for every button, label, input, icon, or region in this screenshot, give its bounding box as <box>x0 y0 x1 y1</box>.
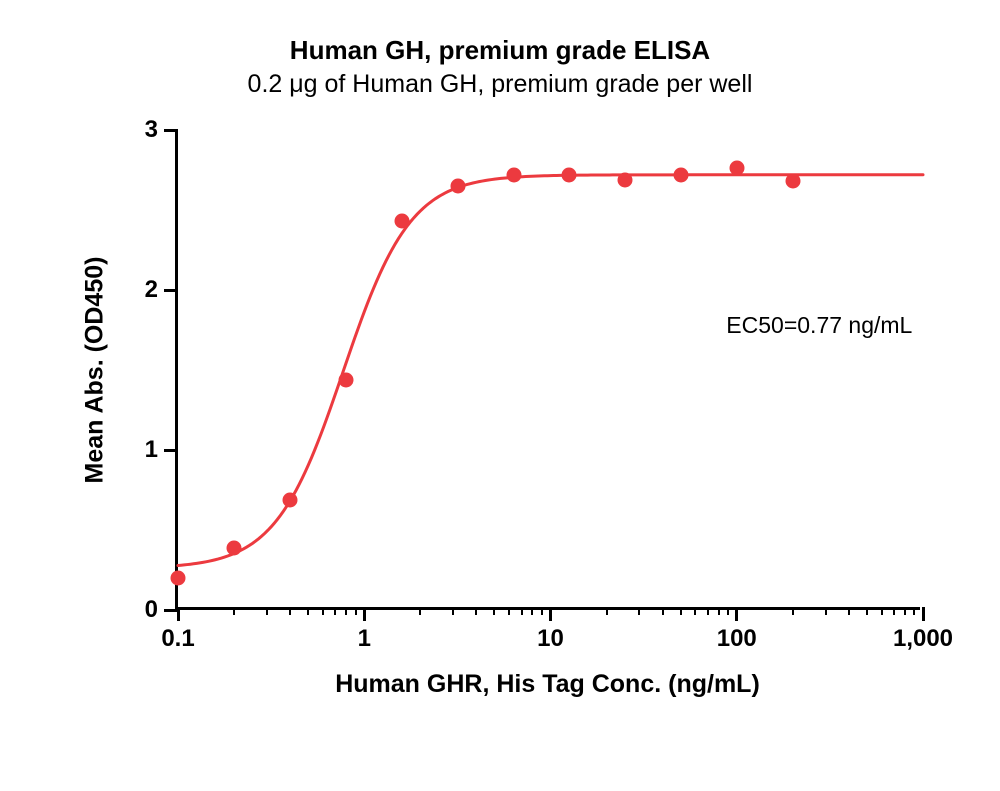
chart-title: Human GH, premium grade ELISA <box>0 35 1000 66</box>
x-minor-tick-mark <box>792 607 794 615</box>
x-minor-tick-mark <box>680 607 682 615</box>
x-minor-tick-mark <box>541 607 543 615</box>
data-point <box>729 161 744 176</box>
x-minor-tick-mark <box>493 607 495 615</box>
x-minor-tick-mark <box>266 607 268 615</box>
y-tick-label: 2 <box>145 276 178 304</box>
x-tick-label: 100 <box>717 607 757 653</box>
x-minor-tick-mark <box>638 607 640 615</box>
x-minor-tick-mark <box>452 607 454 615</box>
x-minor-tick-mark <box>307 607 309 615</box>
data-point <box>339 372 354 387</box>
x-minor-tick-mark <box>904 607 906 615</box>
data-point <box>171 571 186 586</box>
plot-area: 01230.11101001,000 <box>175 130 920 610</box>
ec50-annotation: EC50=0.77 ng/mL <box>726 312 912 339</box>
x-minor-tick-mark <box>419 607 421 615</box>
x-minor-tick-mark <box>289 607 291 615</box>
x-minor-tick-mark <box>355 607 357 615</box>
x-minor-tick-mark <box>718 607 720 615</box>
data-point <box>507 167 522 182</box>
x-axis-label: Human GHR, His Tag Conc. (ng/mL) <box>335 670 760 699</box>
x-minor-tick-mark <box>345 607 347 615</box>
x-minor-tick-mark <box>825 607 827 615</box>
x-minor-tick-mark <box>707 607 709 615</box>
y-tick-label: 3 <box>145 116 178 144</box>
data-point <box>617 172 632 187</box>
x-minor-tick-mark <box>322 607 324 615</box>
fit-curve <box>178 130 923 610</box>
data-point <box>283 492 298 507</box>
x-minor-tick-mark <box>508 607 510 615</box>
x-tick-label: 0.1 <box>161 607 194 653</box>
x-tick-label: 1 <box>358 607 371 653</box>
x-minor-tick-mark <box>694 607 696 615</box>
y-tick-label: 1 <box>145 436 178 464</box>
x-minor-tick-mark <box>866 607 868 615</box>
data-point <box>227 540 242 555</box>
data-point <box>451 179 466 194</box>
x-minor-tick-mark <box>475 607 477 615</box>
x-tick-label: 1,000 <box>893 607 953 653</box>
data-point <box>785 174 800 189</box>
x-minor-tick-mark <box>848 607 850 615</box>
data-point <box>395 214 410 229</box>
y-axis-label: Mean Abs. (OD450) <box>81 257 110 484</box>
x-minor-tick-mark <box>893 607 895 615</box>
x-minor-tick-mark <box>521 607 523 615</box>
data-point <box>561 167 576 182</box>
x-minor-tick-mark <box>531 607 533 615</box>
x-minor-tick-mark <box>881 607 883 615</box>
x-minor-tick-mark <box>606 607 608 615</box>
x-minor-tick-mark <box>727 607 729 615</box>
x-minor-tick-mark <box>334 607 336 615</box>
data-point <box>673 167 688 182</box>
x-minor-tick-mark <box>233 607 235 615</box>
x-minor-tick-mark <box>662 607 664 615</box>
x-minor-tick-mark <box>913 607 915 615</box>
chart-canvas: Human GH, premium grade ELISA 0.2 μg of … <box>0 0 1000 791</box>
chart-subtitle: 0.2 μg of Human GH, premium grade per we… <box>0 70 1000 99</box>
